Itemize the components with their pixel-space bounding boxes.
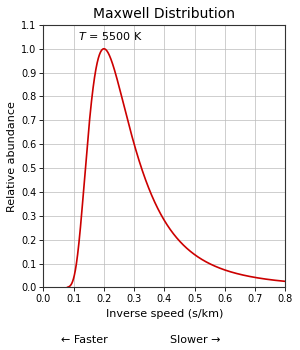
X-axis label: Inverse speed (s/km): Inverse speed (s/km) [106, 309, 223, 318]
Y-axis label: Relative abundance: Relative abundance [7, 101, 17, 212]
Title: Maxwell Distribution: Maxwell Distribution [93, 7, 236, 21]
Text: ← Faster: ← Faster [61, 335, 107, 345]
Text: $T$ = 5500 K: $T$ = 5500 K [78, 30, 143, 42]
Text: Slower →: Slower → [170, 335, 220, 345]
